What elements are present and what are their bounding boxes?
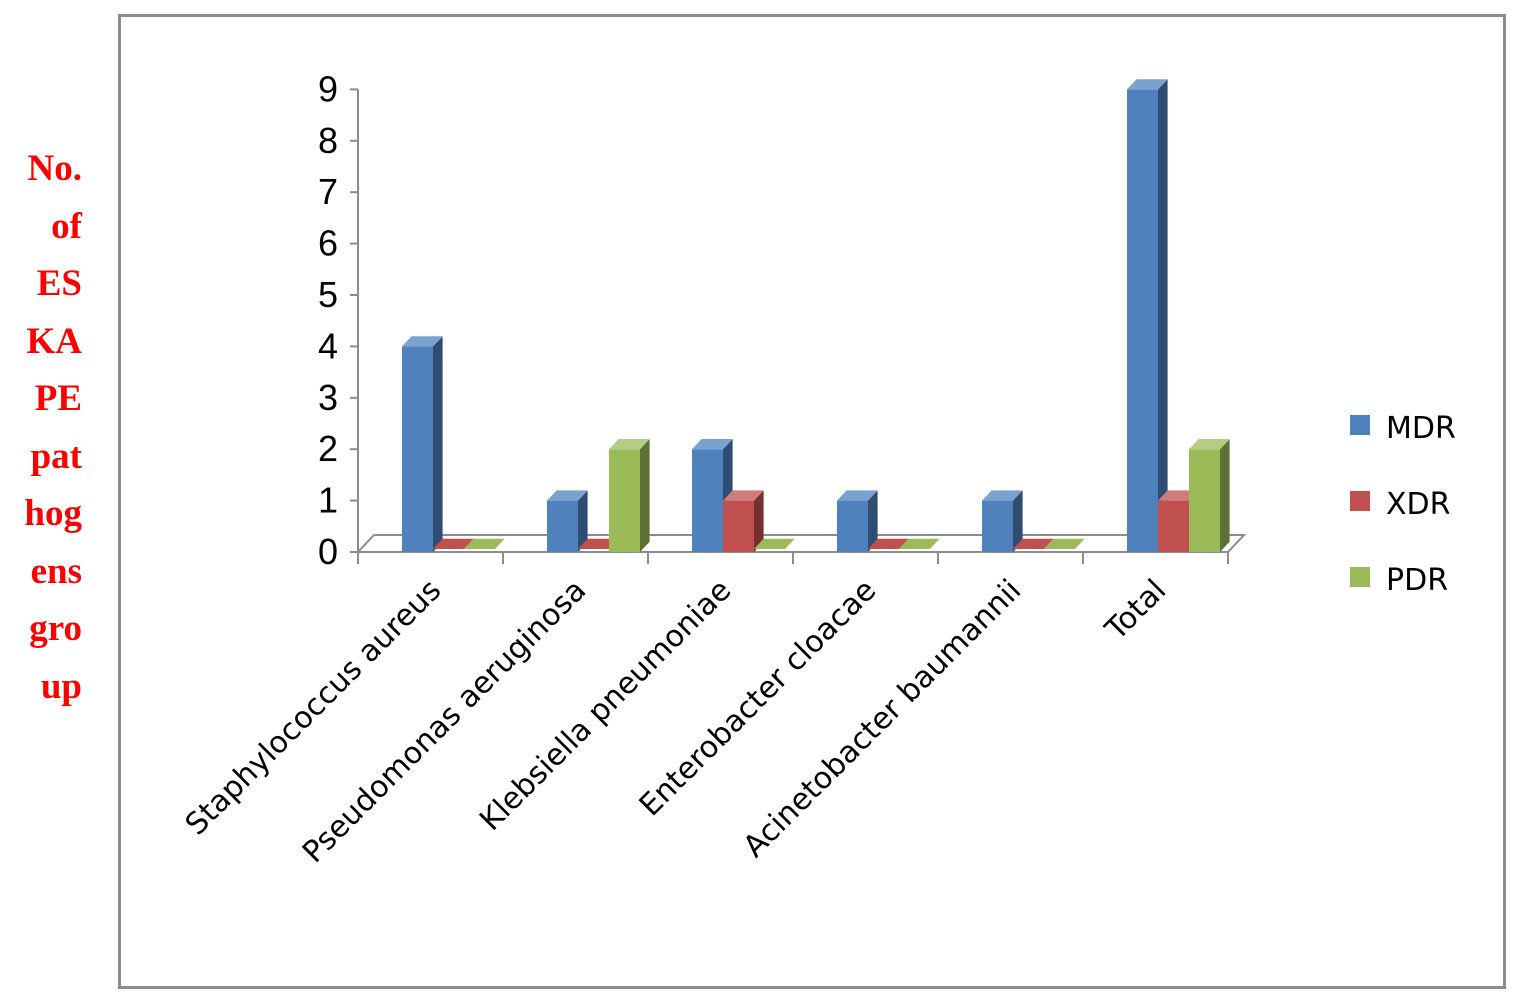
y-axis-label: No. of ES KA PE pat hog ens gro up (0, 140, 82, 715)
legend-label-xdr: XDR (1386, 487, 1451, 522)
y-tick-label: 2 (318, 428, 338, 469)
bar-side (754, 490, 764, 552)
bar-front (692, 449, 723, 552)
legend-swatch-xdr (1350, 491, 1370, 511)
bar-mdr (402, 336, 443, 552)
bar-side (578, 490, 588, 552)
bar-mdr (1127, 79, 1168, 553)
bar-side (868, 490, 878, 552)
y-axis-label-line: hog (24, 493, 82, 534)
y-axis-label-line: ens (30, 550, 82, 592)
y-axis-label-line: pat (30, 435, 82, 477)
bar-mdr (982, 490, 1023, 552)
bar-mdr (547, 490, 588, 552)
y-axis-label-line: gro (29, 608, 82, 649)
y-axis-label-line: KA (26, 320, 83, 362)
bar-side (640, 439, 650, 552)
bar-zero (868, 538, 909, 549)
bar-zero (1013, 538, 1054, 549)
bar-top (1158, 490, 1199, 501)
bar-pdr (609, 439, 650, 552)
bar-front (609, 449, 640, 552)
bar-front (1189, 449, 1220, 552)
y-tick-label: 0 (318, 531, 338, 572)
bar-zero (754, 538, 795, 549)
bar-front (402, 346, 433, 552)
chart-frame (118, 14, 1506, 989)
bar-front (1127, 89, 1158, 553)
x-category-label: Enterobacter cloacae (633, 573, 883, 823)
bar-top (547, 490, 588, 501)
bar-pdr (1189, 439, 1230, 552)
bar-top (1127, 79, 1168, 90)
x-category-label: Pseudomonas aeruginosa (296, 573, 593, 870)
bar-xdr (868, 538, 909, 549)
y-tick-label: 4 (318, 325, 338, 366)
y-tick-label: 1 (318, 480, 338, 521)
bar-zero (433, 538, 474, 549)
y-tick-label: 3 (318, 377, 338, 418)
x-category-label: Acinetobacter baumannii (737, 573, 1028, 864)
bar-top (402, 336, 443, 347)
y-axis-label-line: No. (27, 148, 82, 189)
x-category-label: Total (1098, 573, 1173, 648)
bar-pdr (754, 538, 795, 549)
bar-top (692, 439, 733, 450)
bar-xdr (1013, 538, 1054, 549)
bar-front (982, 500, 1013, 552)
bar-xdr (723, 490, 764, 552)
bar-xdr (578, 538, 619, 549)
legend-swatch-pdr (1350, 567, 1370, 587)
bar-top (1189, 439, 1230, 450)
bar-front (837, 500, 868, 552)
bar-xdr (433, 538, 474, 549)
legend-swatch-mdr (1350, 415, 1370, 435)
bar-side (1013, 490, 1023, 552)
bar-side (433, 336, 443, 552)
bar-top (723, 490, 764, 501)
bar-side (1220, 439, 1230, 552)
bar-front (1158, 500, 1189, 552)
bar-front (723, 500, 754, 552)
y-axis-label-line: up (40, 665, 82, 707)
bar-top (982, 490, 1023, 501)
y-tick-label: 5 (318, 274, 338, 315)
y-axis-label-line: ES (36, 263, 82, 304)
bar-top (837, 490, 878, 501)
y-axis-label-line: of (51, 205, 82, 247)
bar-mdr (837, 490, 878, 552)
bar-zero (464, 538, 505, 549)
bar-top (609, 439, 650, 450)
y-tick-label: 8 (318, 120, 338, 161)
y-tick-label: 6 (318, 223, 338, 264)
bar-pdr (899, 538, 940, 549)
bar-pdr (464, 538, 505, 549)
legend-label-pdr: PDR (1386, 563, 1448, 598)
y-tick-label: 9 (318, 68, 338, 109)
bar-zero (1044, 538, 1085, 549)
bar-zero (899, 538, 940, 549)
bar-pdr (1044, 538, 1085, 549)
bar-zero (578, 538, 619, 549)
y-axis-label-line: PE (34, 378, 82, 419)
bar-side (1158, 79, 1168, 552)
y-tick-label: 7 (318, 171, 338, 212)
x-category-label: Klebsiella pneumoniae (473, 573, 738, 838)
x-category-label: Staphylococcus aureus (179, 573, 448, 842)
legend-label-mdr: MDR (1386, 411, 1456, 446)
bar-front (547, 500, 578, 552)
